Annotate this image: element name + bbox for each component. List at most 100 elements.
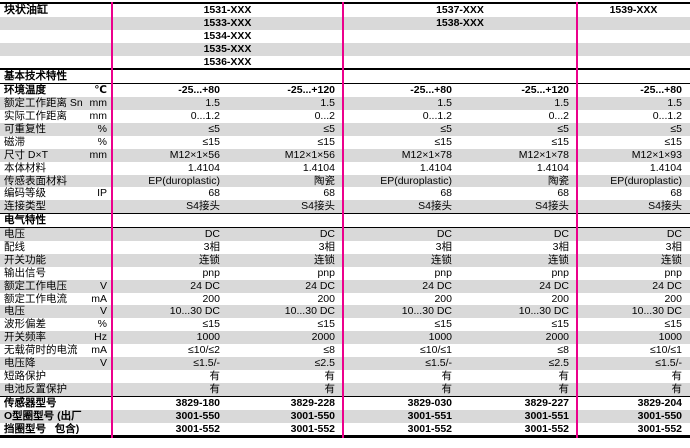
spec-value: DC (553, 228, 569, 241)
row-unit: ℃ (94, 84, 107, 97)
spec-value: M12×1×56 (169, 148, 220, 161)
table-row: 输出信号 pnp pnp pnp pnp pnp (0, 266, 690, 280)
row-label-cell: 开关功能 (0, 254, 112, 267)
spec-value: S4接头 (301, 200, 335, 213)
spec-value: pnp (551, 266, 569, 279)
spec-value: 3829-227 (524, 396, 569, 409)
spec-value: 24 DC (422, 279, 452, 292)
spec-value: ≤15 (202, 318, 220, 331)
table-row: 开关功能 连锁 连锁 连锁 连锁 连锁 (0, 253, 690, 267)
spec-value: 1000 (428, 331, 452, 344)
spec-value: 0...1.2 (652, 110, 682, 123)
spec-value: ≤1.5/- (655, 357, 682, 370)
row-label: 尺寸 D×T (4, 148, 49, 161)
spec-value: 0...1.2 (422, 110, 452, 123)
spec-value: ≤5 (440, 123, 452, 136)
spec-value: M12×1×56 (284, 148, 335, 161)
spec-value: 连锁 (314, 253, 335, 266)
spec-value: 陶瓷 (314, 174, 335, 187)
row-label-cell: 电压 (0, 228, 112, 241)
model-number: 1535-XXX (203, 42, 252, 55)
spec-value: 1000 (658, 331, 682, 344)
spec-value: 200 (317, 292, 335, 305)
section-title: 电气特性 (4, 214, 46, 227)
spec-value: -25...+120 (287, 84, 335, 97)
table-row: 配线 3相 3相 3相 3相 3相 (0, 241, 690, 254)
spec-value: ≤15 (551, 318, 569, 331)
row-label-cell: 传感器型号 (0, 397, 112, 410)
header-row: 1535-XXX (0, 42, 690, 56)
spec-value: M12×1×93 (631, 148, 682, 161)
spec-value: M12×1×78 (401, 148, 452, 161)
row-label-cell: 实际工作距离 mm (0, 110, 112, 123)
spec-value: 2000 (545, 331, 569, 344)
spec-value: ≤5 (323, 123, 335, 136)
spec-value: 陶瓷 (548, 174, 569, 187)
row-label: 输出信号 (4, 266, 46, 279)
spec-value: ≤15 (434, 318, 452, 331)
row-label: O型圈型号 (出厂 (4, 409, 82, 422)
spec-value: 10...30 DC (169, 305, 220, 318)
spec-value: ≤8 (557, 344, 569, 357)
row-label: 电压 (4, 305, 25, 318)
spec-value: 10...30 DC (284, 305, 335, 318)
row-unit: mm (89, 97, 108, 110)
header-row: 块状油缸 1531-XXX 1537-XXX 1539-XXX (0, 4, 690, 17)
spec-value: 有 (441, 369, 453, 382)
row-label-cell: 连接类型 (0, 200, 112, 213)
row-unit: mA (91, 344, 107, 357)
row-label-cell: 额定工作电流 mA (0, 293, 112, 306)
row-label-cell: 电压降 V (0, 357, 112, 370)
row-label-cell: 配线 (0, 241, 112, 254)
spec-value: 3001-550 (637, 409, 682, 422)
row-label-cell: O型圈型号 (出厂 (0, 410, 112, 423)
spec-value: S4接头 (648, 200, 682, 213)
spec-value: 有 (324, 382, 336, 395)
spec-value: EP(duroplastic) (380, 174, 452, 187)
spec-value: 1.5 (205, 97, 220, 110)
row-unit: V (99, 305, 107, 318)
row-label-cell: 环境温度 ℃ (0, 84, 112, 97)
spec-value: 有 (671, 382, 683, 395)
model-number: 1537-XXX (436, 4, 484, 16)
spec-value: ≤15 (664, 318, 682, 331)
spec-value: 连锁 (661, 253, 682, 266)
spec-value: 1.5 (667, 97, 682, 110)
table-row: 挡圈型号 包含) 3001-552 3001-552 3001-552 3001-552… (0, 422, 690, 436)
row-label-cell: 电池反置保护 (0, 383, 112, 396)
header-row: 1533-XXX 1538-XXX (0, 16, 690, 30)
table-row: 编码等级 IP 68 68 68 68 68 (0, 187, 690, 201)
model-number: 1539-XXX (609, 4, 658, 16)
spec-value: 1.5 (554, 97, 569, 110)
spec-value: S4接头 (418, 200, 452, 213)
spec-value: DC (436, 228, 452, 241)
spec-value: 200 (551, 292, 569, 305)
spec-value: -25...+80 (640, 84, 682, 97)
spec-value: 24 DC (652, 279, 682, 292)
spec-value: 1.4104 (536, 161, 569, 174)
spec-value: ≤2.5 (548, 357, 569, 370)
spec-value: 3001-552 (290, 422, 335, 435)
spec-value: 0...2 (548, 110, 569, 123)
spec-value: ≤1.5/- (193, 357, 220, 370)
table-row: 电压降 V ≤1.5/- ≤2.5 ≤1.5/- ≤2.5 ≤1.5/- (0, 357, 690, 370)
header-row: 1536-XXX (0, 55, 690, 69)
spec-value: ≤15 (664, 135, 682, 148)
table-row: 电压 V 10...30 DC 10...30 DC 10...30 DC 10...30… (0, 305, 690, 319)
row-label-cell: 电压 V (0, 305, 112, 318)
spec-table: 块状油缸 1531-XXX 1537-XXX 1539-XXX 1533-XXX 1538… (0, 2, 690, 439)
table-row: 波形偏差% ≤15 ≤15 ≤15 ≤15 ≤15 (0, 318, 690, 332)
table-row: 可重复性% ≤5 ≤5 ≤5 ≤5 ≤5 (0, 123, 690, 136)
row-label: 连接类型 (4, 200, 46, 213)
spec-value: 24 DC (539, 279, 569, 292)
row-label: 传感器型号 (4, 396, 57, 409)
row-label: 传感表面材料 (4, 174, 67, 187)
row-label: 可重复性 (4, 123, 46, 136)
section-header: 电气特性 (0, 213, 690, 229)
spec-value: EP(duroplastic) (610, 174, 682, 187)
spec-value: ≤2.5 (314, 357, 335, 370)
spec-value: ≤10/≤2 (188, 344, 220, 357)
model-number: 1536-XXX (203, 55, 252, 68)
spec-value: 10...30 DC (401, 305, 452, 318)
